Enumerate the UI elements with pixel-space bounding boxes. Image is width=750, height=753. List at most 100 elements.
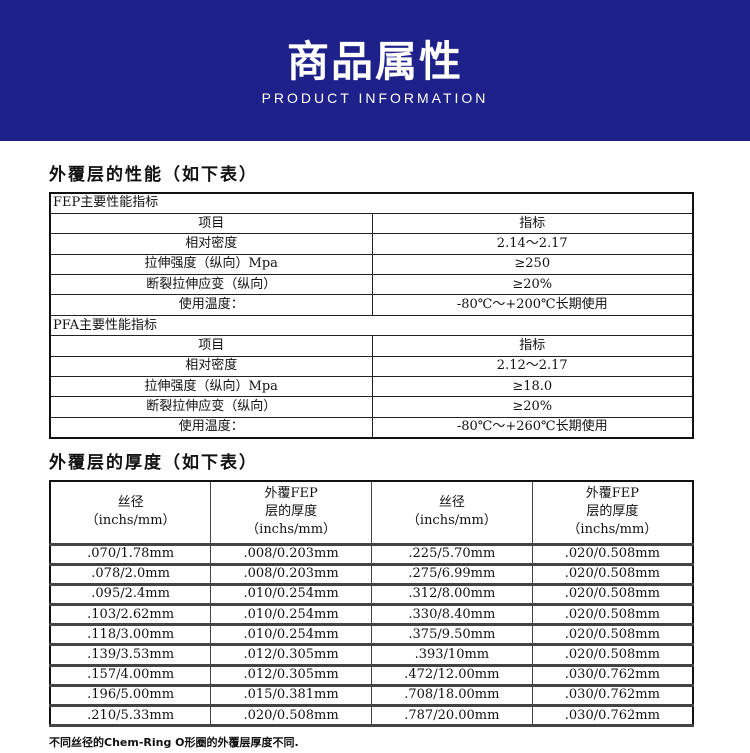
column-header: 外覆FEP 层的厚度 （inchs/mm） [531,480,694,546]
table-cell: .010/0.254mm [210,583,372,607]
table-cell: .012/0.305mm [210,644,372,667]
table-row: .095/2.4mm .010/0.254mm .312/8.00mm .020/0.… [49,583,694,607]
table-cell: .210/5.33mm [49,704,212,728]
table-cell: .708/18.00mm [370,684,533,708]
performance-table: FEP主要性能指标 项目 指标 相对密度 2.14～2.17 拉伸强度（纵向）Mpa ≥25… [49,192,694,439]
column-header-line: （inchs/mm） [406,513,497,529]
table-cell: .020/0.508mm [210,704,372,728]
table-row: .070/1.78mm .008/0.203mm .225/5.70mm .020/0… [49,543,694,566]
table-cell: .312/8.00mm [370,583,533,607]
table-row: .118/3.00mm .010/0.254mm .375/9.50mm .020/0… [49,624,694,647]
table-cell: .275/6.99mm [370,563,533,586]
footnote: 不同丝径的Chem-Ring O形圈的外覆层厚度不同. [49,736,299,749]
table-cell: ≥20% [371,396,694,418]
table-cell: .030/0.762mm [531,704,694,728]
table-cell: .015/0.381mm [210,684,372,708]
table-cell: .010/0.254mm [210,624,372,647]
thickness-table: 丝径 （inchs/mm） 外覆FEP 层的厚度 （inchs/mm） 丝径 （inchs/… [49,480,694,728]
column-header-line: 层的厚度 [586,504,639,520]
table-row: 使用温度： -80℃～+260℃长期使用 [49,416,694,439]
table-cell: .008/0.203mm [210,543,372,566]
column-header-line: 丝径 [117,495,144,511]
table-row: .139/3.53mm .012/0.305mm .393/10mm .020/0.5… [49,644,694,667]
column-header-line: 外覆FEP [264,486,318,502]
table-row: 拉伸强度（纵向）Mpa ≥250 [49,253,694,276]
table-cell: .118/3.00mm [49,624,212,647]
table-cell: .020/0.508mm [531,583,694,607]
table-cell: .020/0.508mm [531,644,694,667]
table-cell: 使用温度： [49,294,373,316]
table-cell: .393/10mm [370,644,533,667]
table-cell: 断裂拉伸应变（纵向） [49,396,373,418]
table-cell: .330/8.40mm [370,604,533,627]
table-cell: 使用温度： [49,416,373,439]
table-row: .157/4.00mm .012/0.305mm .472/12.00mm .030/… [49,664,694,687]
group-title: PFA主要性能指标 [49,314,694,337]
table-cell: .008/0.203mm [210,563,372,586]
table-cell: 相对密度 [49,355,373,378]
table-row: .210/5.33mm .020/0.508mm .787/20.00mm .030/… [49,704,694,728]
page-title: 商品属性 [286,37,463,86]
header-row: 项目 指标 [49,212,694,235]
table-cell: .103/2.62mm [49,604,212,627]
table-cell: .196/5.00mm [49,684,212,708]
header-row: 丝径 （inchs/mm） 外覆FEP 层的厚度 （inchs/mm） 丝径 （inchs/… [49,480,694,546]
column-header-line: （inchs/mm） [246,522,337,538]
table-row: 相对密度 2.12～2.17 [49,355,694,378]
table-row: 拉伸强度（纵向）Mpa ≥18.0 [49,376,694,398]
table-cell: ≥20% [371,274,694,296]
banner: 商品属性 PRODUCT INFORMATION [0,0,750,141]
table-row: .078/2.0mm .008/0.203mm .275/6.99mm .020/0.… [49,563,694,586]
group-title-row: FEP主要性能指标 [49,192,694,214]
column-header: 项目 [49,212,373,235]
table-cell: .020/0.508mm [531,624,694,647]
column-header-line: （inchs/mm） [85,513,176,529]
group-title: FEP主要性能指标 [49,192,694,214]
table-cell: -80℃～+200℃长期使用 [371,294,694,316]
table-cell: 拉伸强度（纵向）Mpa [49,376,373,398]
table-cell: .030/0.762mm [531,664,694,687]
table-cell: 2.14～2.17 [371,233,694,255]
table-cell: .472/12.00mm [370,664,533,687]
column-header-line: 丝径 [438,495,465,511]
column-header: 外覆FEP 层的厚度 （inchs/mm） [210,480,372,546]
group-title-row: PFA主要性能指标 [49,314,694,337]
table-row: 使用温度： -80℃～+200℃长期使用 [49,294,694,316]
column-header-line: （inchs/mm） [567,522,658,538]
table-cell: .157/4.00mm [49,664,212,687]
table-row: .196/5.00mm .015/0.381mm .708/18.00mm .030/… [49,684,694,708]
table-cell: 断裂拉伸应变（纵向） [49,274,373,296]
section-title-thickness: 外覆层的厚度（如下表） [49,453,258,473]
table-cell: .095/2.4mm [49,583,212,607]
table-cell: ≥18.0 [371,376,694,398]
column-header: 丝径 （inchs/mm） [370,480,533,546]
column-header: 丝径 （inchs/mm） [49,480,212,546]
table-row: 断裂拉伸应变（纵向） ≥20% [49,396,694,418]
table-cell: .078/2.0mm [49,563,212,586]
section-title-performance: 外覆层的性能（如下表） [49,165,258,185]
column-header: 指标 [371,335,694,357]
table-cell: -80℃～+260℃长期使用 [371,416,694,439]
table-row: 断裂拉伸应变（纵向） ≥20% [49,274,694,296]
table-cell: 相对密度 [49,233,373,255]
table-cell: .010/0.254mm [210,604,372,627]
table-cell: .020/0.508mm [531,604,694,627]
column-header-line: 层的厚度 [265,504,318,520]
table-cell: .030/0.762mm [531,684,694,708]
table-cell: .139/3.53mm [49,644,212,667]
table-cell: .225/5.70mm [370,543,533,566]
table-cell: .787/20.00mm [370,704,533,728]
table-cell: 2.12～2.17 [371,355,694,378]
column-header: 项目 [49,335,373,357]
table-cell: .020/0.508mm [531,543,694,566]
table-cell: .020/0.508mm [531,563,694,586]
table-row: 相对密度 2.14～2.17 [49,233,694,255]
header-row: 项目 指标 [49,335,694,357]
table-row: .103/2.62mm .010/0.254mm .330/8.40mm .020/0… [49,604,694,627]
column-header: 指标 [371,212,694,235]
column-header-line: 外覆FEP [585,486,639,502]
table-cell: ≥250 [371,253,694,276]
table-cell: 拉伸强度（纵向）Mpa [49,253,373,276]
table-cell: .375/9.50mm [370,624,533,647]
page-subtitle: PRODUCT INFORMATION [261,90,489,106]
